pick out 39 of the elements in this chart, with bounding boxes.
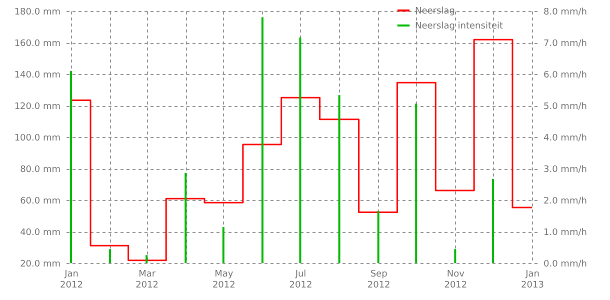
y-tick-label: 160.0 mm [14,39,60,49]
y-tick-label: 120.0 mm [14,102,60,112]
y2-tick-label: 5.0 mm/h [544,102,587,112]
bar [109,249,112,263]
bar [299,37,302,263]
y-tick-label: 60.0 mm [20,196,60,206]
bar [222,227,224,263]
y2-tick-label: 8.0 mm/h [544,8,587,18]
bar [70,70,72,263]
x-tick-label: May 2012 [212,270,236,290]
x-tick-label: Mar 2012 [136,270,159,290]
bar [338,95,340,263]
x-tick-label: Jan 2012 [60,270,83,290]
x-tick-label: Nov 2012 [444,270,468,290]
bar [454,249,456,263]
x-tick-label: Sep 2012 [367,270,390,290]
y2-tick-label: 2.0 mm/h [544,196,587,206]
y-tick-label: 100.0 mm [14,134,60,144]
legend-label: Neerslag intensiteit [415,22,504,32]
legend-label: Neerslag [415,6,455,16]
y2-tick-label: 3.0 mm/h [544,165,587,175]
bar [184,172,187,263]
x-tick-label: Jan 2013 [521,270,544,290]
x-tick-label: Jul 2012 [289,270,312,290]
bar [492,178,494,263]
bar [261,17,264,263]
bar [377,211,380,263]
y-tick-label: 80.0 mm [20,165,60,175]
y2-tick-label: 7.0 mm/h [544,39,587,49]
y2-tick-label: 4.0 mm/h [544,134,587,144]
y-tick-label: 140.0 mm [14,70,60,80]
y2-tick-label: 1.0 mm/h [544,228,587,238]
y2-tick-label: 6.0 mm/h [544,70,587,80]
y-tick-label: 20.0 mm [20,260,60,270]
y-tick-label: 180.0 mm [14,8,60,18]
bar [146,255,148,263]
y-tick-label: 40.0 mm [20,228,60,238]
bar [415,104,418,263]
y2-tick-label: 0.0 mm/h [544,260,587,270]
